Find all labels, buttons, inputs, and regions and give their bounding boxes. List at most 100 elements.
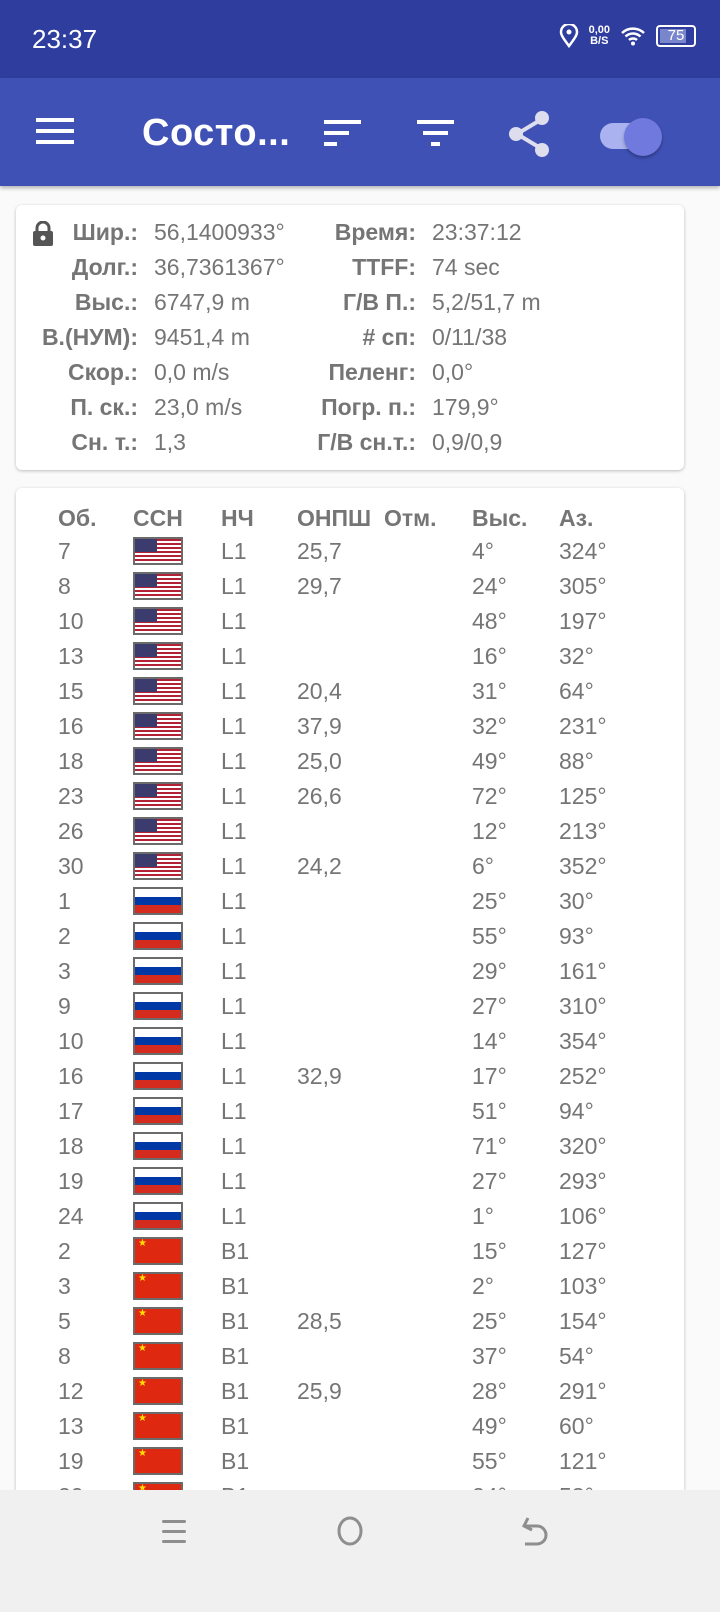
info-label: Пеленг: — [328, 359, 416, 385]
band: L1 — [221, 1098, 247, 1124]
table-row: 26 L1 12° 213° — [16, 813, 684, 848]
elevation: 49° — [472, 748, 507, 774]
elevation: 1° — [472, 1203, 494, 1229]
flag-ru-icon — [133, 992, 183, 1020]
table-row: 19 L1 27° 293° — [16, 1163, 684, 1198]
sort-icon[interactable] — [324, 120, 362, 148]
azimuth: 305° — [559, 573, 607, 599]
table-row: 5 B1 28,5 25° 154° — [16, 1303, 684, 1338]
band: L1 — [221, 853, 247, 879]
band: L1 — [221, 923, 247, 949]
navigation-bar — [0, 1490, 720, 1612]
satellite-table: Об. ССН НЧ ОНПШ Отм. Выс. Аз. 7 L1 25,7 4° 324° 8 L1… — [16, 488, 684, 1588]
toggle-switch[interactable] — [598, 118, 662, 156]
share-icon[interactable] — [506, 110, 552, 158]
elevation: 6° — [472, 853, 494, 879]
info-value: 23:37:12 — [432, 219, 522, 245]
band: L1 — [221, 1133, 247, 1159]
status-bar: 23:37 0,00 B/S 75 — [0, 0, 720, 78]
snr: 28,5 — [297, 1308, 342, 1334]
info-value: 0,0° — [432, 359, 474, 385]
sat-id: 16 — [58, 1063, 84, 1089]
elevation: 48° — [472, 608, 507, 634]
column-header: Аз. — [559, 505, 594, 531]
home-icon[interactable] — [335, 1515, 365, 1547]
menu-icon[interactable] — [36, 116, 74, 146]
table-row: 16 L1 37,9 32° 231° — [16, 708, 684, 743]
flag-us-icon — [133, 642, 183, 670]
elevation: 15° — [472, 1238, 507, 1264]
sat-id: 3 — [58, 1273, 71, 1299]
info-label: # сп: — [362, 324, 416, 350]
flag-us-icon — [133, 537, 183, 565]
elevation: 29° — [472, 958, 507, 984]
filter-icon[interactable] — [417, 120, 455, 148]
elevation: 17° — [472, 1063, 507, 1089]
sat-id: 18 — [58, 1133, 84, 1159]
info-label: Скор.: — [68, 359, 138, 385]
info-value: 5,2/51,7 m — [432, 289, 541, 315]
table-row: 1 L1 25° 30° — [16, 883, 684, 918]
elevation: 27° — [472, 993, 507, 1019]
snr: 25,0 — [297, 748, 342, 774]
flag-us-icon — [133, 817, 183, 845]
snr: 32,9 — [297, 1063, 342, 1089]
band: L1 — [221, 608, 247, 634]
table-row: 16 L1 32,9 17° 252° — [16, 1058, 684, 1093]
flag-ru-icon — [133, 1132, 183, 1160]
elevation: 2° — [472, 1273, 494, 1299]
table-row: 3 L1 29° 161° — [16, 953, 684, 988]
net-speed: 0,00 B/S — [588, 24, 610, 47]
azimuth: 94° — [559, 1098, 594, 1124]
snr: 25,9 — [297, 1378, 342, 1404]
azimuth: 293° — [559, 1168, 607, 1194]
table-row: 19 B1 55° 121° — [16, 1443, 684, 1478]
elevation: 24° — [472, 573, 507, 599]
column-header: Отм. — [384, 505, 437, 531]
info-label: П. ск.: — [70, 394, 138, 420]
snr: 25,7 — [297, 538, 342, 564]
back-icon[interactable] — [520, 1514, 550, 1548]
azimuth: 121° — [559, 1448, 607, 1474]
azimuth: 161° — [559, 958, 607, 984]
band: L1 — [221, 1063, 247, 1089]
sat-id: 7 — [58, 538, 71, 564]
column-header: НЧ — [221, 505, 254, 531]
info-value: 6747,9 m — [154, 289, 250, 315]
elevation: 32° — [472, 713, 507, 739]
snr: 24,2 — [297, 853, 342, 879]
azimuth: 252° — [559, 1063, 607, 1089]
info-label: Г/В П.: — [342, 289, 416, 315]
table-row: 23 L1 26,6 72° 125° — [16, 778, 684, 813]
flag-ru-icon — [133, 957, 183, 985]
flag-us-icon — [133, 572, 183, 600]
snr: 26,6 — [297, 783, 342, 809]
info-value: 0,9/0,9 — [432, 429, 503, 455]
azimuth: 93° — [559, 923, 594, 949]
flag-ru-icon — [133, 1027, 183, 1055]
elevation: 27° — [472, 1168, 507, 1194]
sat-id: 24 — [58, 1203, 84, 1229]
flag-us-icon — [133, 607, 183, 635]
info-value: 0/11/38 — [432, 324, 508, 350]
elevation: 71° — [472, 1133, 507, 1159]
azimuth: 197° — [559, 608, 607, 634]
sat-id: 2 — [58, 1238, 71, 1264]
flag-cn-icon — [133, 1412, 183, 1440]
azimuth: 88° — [559, 748, 594, 774]
battery-icon: 75 — [656, 25, 696, 47]
elevation: 55° — [472, 1448, 507, 1474]
table-row: 18 L1 71° 320° — [16, 1128, 684, 1163]
recents-icon[interactable] — [160, 1516, 190, 1546]
elevation: 31° — [472, 678, 507, 704]
azimuth: 60° — [559, 1413, 594, 1439]
info-value: 74 sec — [432, 254, 500, 280]
info-value: 23,0 m/s — [154, 394, 243, 420]
flag-ru-icon — [133, 1097, 183, 1125]
band: L1 — [221, 643, 247, 669]
elevation: 55° — [472, 923, 507, 949]
sat-id: 15 — [58, 678, 84, 704]
band: L1 — [221, 748, 247, 774]
elevation: 25° — [472, 888, 507, 914]
sat-id: 19 — [58, 1168, 84, 1194]
